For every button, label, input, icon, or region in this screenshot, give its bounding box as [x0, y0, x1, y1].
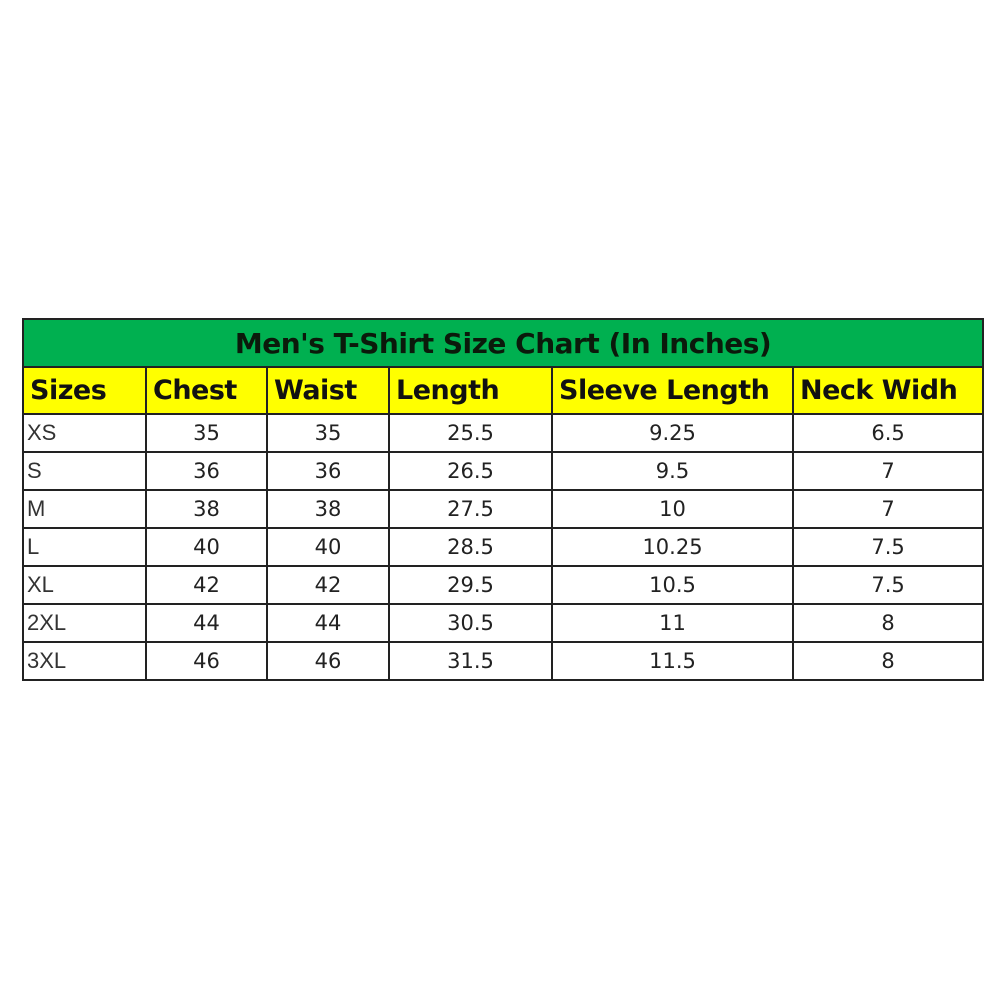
measurement-cell: 29.5: [388, 565, 553, 605]
size-cell: M: [22, 489, 147, 529]
measurement-cell: 9.25: [551, 413, 794, 453]
column-header: Neck Widh: [791, 366, 985, 415]
measurement-cell: 6.5: [791, 413, 985, 453]
measurement-cell: 8: [791, 603, 985, 643]
measurement-cell: 25.5: [388, 413, 553, 453]
measurement-cell: 36: [266, 451, 390, 491]
measurement-cell: 42: [145, 565, 268, 605]
header-row: Sizes Chest Waist Length Sleeve Length Neck W…: [22, 366, 985, 415]
measurement-cell: 7: [791, 489, 985, 529]
table-row: S 36 36 26.5 9.5 7: [22, 451, 985, 491]
measurement-cell: 42: [266, 565, 390, 605]
table-title: Men's T-Shirt Size Chart (In Inches): [21, 318, 985, 368]
size-cell: L: [22, 527, 147, 567]
measurement-cell: 9.5: [551, 451, 794, 491]
measurement-cell: 44: [145, 603, 268, 643]
measurement-cell: 46: [266, 641, 390, 681]
measurement-cell: 8: [791, 641, 985, 681]
size-cell: XL: [22, 565, 147, 605]
size-chart-table: Men's T-Shirt Size Chart (In Inches) Siz…: [21, 318, 985, 681]
measurement-cell: 11.5: [551, 641, 794, 681]
column-header: Waist: [266, 366, 390, 415]
measurement-cell: 7.5: [791, 565, 985, 605]
table-row: 3XL 46 46 31.5 11.5 8: [22, 641, 985, 681]
measurement-cell: 40: [266, 527, 390, 567]
table-row: M 38 38 27.5 10 7: [22, 489, 985, 529]
size-cell: XS: [22, 413, 147, 453]
measurement-cell: 28.5: [388, 527, 553, 567]
measurement-cell: 27.5: [388, 489, 553, 529]
size-cell: 2XL: [22, 603, 147, 643]
measurement-cell: 35: [266, 413, 390, 453]
table-row: XS 35 35 25.5 9.25 6.5: [22, 413, 985, 453]
measurement-cell: 26.5: [388, 451, 553, 491]
measurement-cell: 10.25: [551, 527, 794, 567]
measurement-cell: 7: [791, 451, 985, 491]
column-header: Sleeve Length: [551, 366, 794, 415]
size-cell: S: [22, 451, 147, 491]
table-row: L 40 40 28.5 10.25 7.5: [22, 527, 985, 567]
column-header: Chest: [145, 366, 268, 415]
table-row: XL 42 42 29.5 10.5 7.5: [22, 565, 985, 605]
measurement-cell: 36: [145, 451, 268, 491]
column-header: Sizes: [22, 366, 147, 415]
measurement-cell: 38: [145, 489, 268, 529]
table-row: 2XL 44 44 30.5 11 8: [22, 603, 985, 643]
measurement-cell: 7.5: [791, 527, 985, 567]
measurement-cell: 10.5: [551, 565, 794, 605]
measurement-cell: 40: [145, 527, 268, 567]
measurement-cell: 35: [145, 413, 268, 453]
measurement-cell: 10: [551, 489, 794, 529]
measurement-cell: 38: [266, 489, 390, 529]
measurement-cell: 44: [266, 603, 390, 643]
measurement-cell: 31.5: [388, 641, 553, 681]
column-header: Length: [388, 366, 553, 415]
measurement-cell: 30.5: [388, 603, 553, 643]
measurement-cell: 46: [145, 641, 268, 681]
size-cell: 3XL: [22, 641, 147, 681]
measurement-cell: 11: [551, 603, 794, 643]
